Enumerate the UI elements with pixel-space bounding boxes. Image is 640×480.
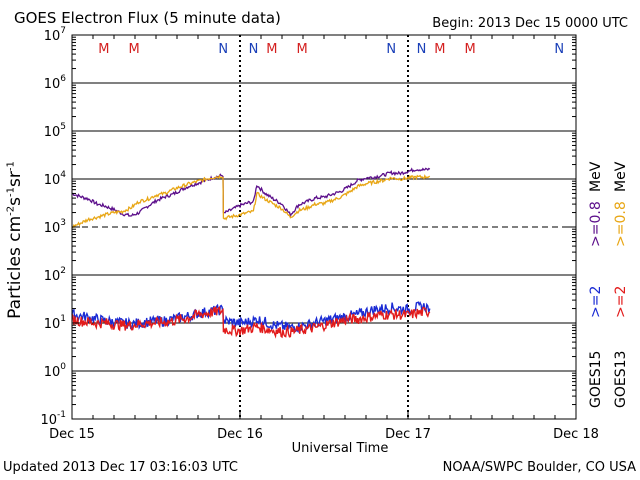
orbit-marker-n: N	[417, 42, 427, 57]
series-line-1	[71, 174, 431, 229]
y-tick-label: 102	[44, 266, 66, 284]
y-tick-label: 10-1	[40, 410, 66, 428]
day-boundary-lines	[239, 35, 409, 419]
y-tick-label: 107	[44, 26, 66, 44]
goes15-unit-label: MeV	[588, 161, 604, 192]
updated-timestamp: Updated 2013 Dec 17 03:16:03 UTC	[3, 460, 238, 475]
goes15-label: GOES15	[588, 350, 604, 408]
series-line-3	[71, 305, 431, 339]
credit-label: NOAA/SWPC Boulder, CO USA	[442, 460, 636, 475]
x-tick-label: Dec 17	[385, 427, 431, 442]
y-tick-label: 101	[44, 314, 66, 332]
orbit-marker-m: M	[129, 42, 140, 57]
x-tick-label: Dec 16	[217, 427, 263, 442]
goes13-08mev-label: >=0.8	[613, 201, 629, 247]
orbit-marker-m: M	[434, 42, 445, 57]
orbit-marker-m: M	[266, 42, 277, 57]
orbit-marker-m: M	[98, 42, 109, 57]
orbit-marker-m: M	[465, 42, 476, 57]
goes15-08mev-label: >=0.8	[588, 201, 604, 247]
orbit-marker-n: N	[249, 42, 259, 57]
orbit-marker-n: N	[386, 42, 396, 57]
x-tick-label: Dec 15	[49, 427, 95, 442]
begin-time-label: Begin: 2013 Dec 15 0000 UTC	[432, 16, 628, 31]
data-series	[71, 167, 431, 339]
goes15-2mev-label: >=2	[588, 285, 604, 318]
chart-title: GOES Electron Flux (5 minute data)	[14, 9, 281, 27]
y-tick-label: 106	[44, 74, 67, 92]
orbit-marker-n: N	[218, 42, 228, 57]
grid-lines	[72, 82, 576, 372]
y-tick-label: 104	[44, 170, 67, 188]
goes13-unit-label: MeV	[613, 161, 629, 192]
y-tick-label: 103	[44, 218, 66, 236]
series-line-0	[71, 167, 431, 219]
goes13-label: GOES13	[613, 350, 629, 408]
x-axis-label: Universal Time	[291, 441, 389, 456]
goes13-2mev-label: >=2	[613, 285, 629, 318]
orbit-marker-n: N	[554, 42, 564, 57]
y-tick-label: 100	[44, 362, 67, 380]
axis-ticks	[71, 34, 577, 420]
x-tick-labels: Dec 15 Dec 16 Dec 17 Dec 18	[49, 427, 599, 442]
x-tick-label: Dec 18	[553, 427, 599, 442]
y-tick-labels: 10-1 100 101 102 103 104 105 106 107	[40, 26, 66, 428]
orbit-marker-m: M	[297, 42, 308, 57]
y-tick-label: 105	[44, 122, 66, 140]
